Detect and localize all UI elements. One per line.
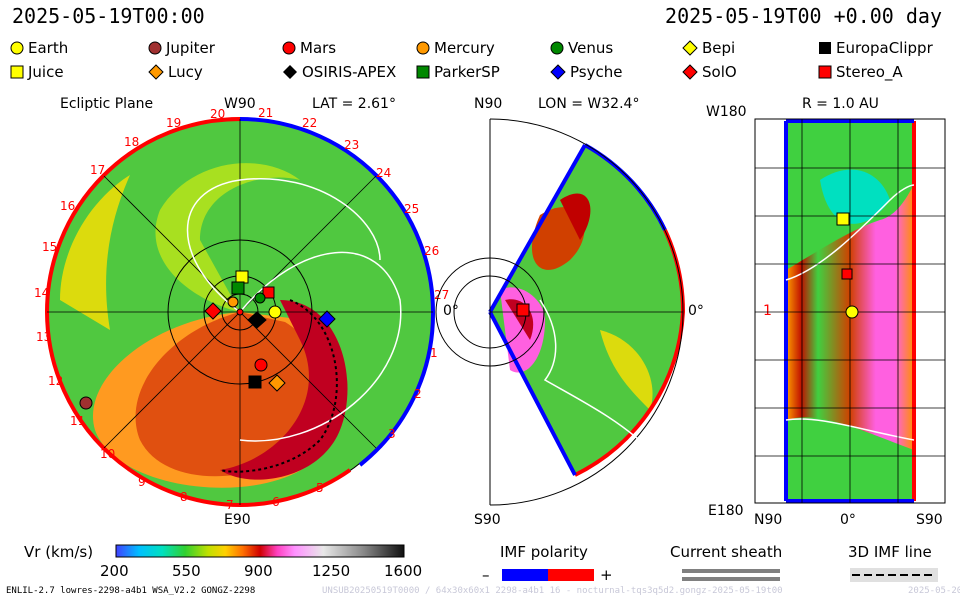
solo-marker	[204, 302, 222, 320]
colorbar-tick-900: 900	[244, 562, 273, 580]
mercury-marker	[227, 296, 239, 308]
imf-line-label: 3D IMF line	[848, 543, 932, 561]
panel3-s90-label: S90	[916, 512, 943, 528]
parkersp-marker	[231, 281, 245, 295]
svg-text:22: 22	[302, 116, 317, 130]
legend-parkersp: ParkerSP	[416, 62, 500, 82]
stereo-a-marker-meridional	[516, 303, 530, 317]
svg-text:11: 11	[70, 414, 85, 428]
osiris-apex-marker	[247, 311, 267, 329]
panel3-1-label: 1	[763, 303, 772, 319]
svg-text:13: 13	[36, 330, 51, 344]
svg-text:12: 12	[48, 374, 63, 388]
colorbar-tick-200: 200	[100, 562, 129, 580]
colorbar-tick-550: 550	[172, 562, 201, 580]
svg-text:6: 6	[272, 495, 280, 509]
imf-minus-label: –	[482, 566, 490, 584]
spacecraft-legend: Earth Jupiter Mars Mercury Venus Bepi Eu…	[10, 38, 950, 84]
lon-label: LON = W32.4°	[538, 96, 640, 112]
panel2-0deg-label: 0°	[688, 303, 704, 319]
svg-text:27: 27	[434, 288, 449, 302]
svg-text:17: 17	[90, 163, 105, 177]
carrington-ticks: 20 21 22 23 24 25 26 27 1 2 3 5 6 7 8 9 …	[34, 106, 449, 512]
legend-solo: SolO	[682, 62, 737, 82]
panel1-e90-label: E90	[224, 512, 251, 528]
stereo-a-marker-map	[841, 268, 853, 280]
jupiter-marker	[79, 396, 93, 410]
velocity-colorbar	[115, 544, 405, 558]
current-sheath-label: Current sheath	[670, 543, 783, 561]
svg-text:25: 25	[404, 202, 419, 216]
europa-clipper-marker	[248, 375, 262, 389]
model-info: ENLIL-2.7 lowres-2298-a4b1 WSA_V2.2 GONG…	[6, 586, 256, 596]
svg-text:23: 23	[344, 138, 359, 152]
svg-text:21: 21	[258, 106, 273, 120]
colorbar-label: Vr (km/s)	[24, 543, 94, 561]
legend-juice: Juice	[10, 62, 64, 82]
svg-text:8: 8	[180, 490, 188, 504]
run-id: UNSUB20250519T0000 / 64x30x60x1 2298-a4b…	[322, 586, 783, 596]
panel1-0deg-label: 0°	[443, 303, 459, 319]
svg-text:20: 20	[210, 107, 225, 121]
imf-polarity-label: IMF polarity	[500, 543, 588, 561]
legend-venus: Venus	[550, 38, 613, 58]
svg-text:16: 16	[60, 199, 75, 213]
svg-text:2: 2	[414, 387, 422, 401]
svg-text:1: 1	[430, 346, 438, 360]
legend-mars: Mars	[282, 38, 336, 58]
colorbar-tick-1250: 1250	[312, 562, 351, 580]
date-right: 2025-05-19T00 +0.00 day	[665, 4, 942, 28]
legend-jupiter: Jupiter	[148, 38, 215, 58]
juice-marker	[235, 270, 249, 284]
legend-earth: Earth	[10, 38, 68, 58]
legend-lucy: Lucy	[148, 62, 203, 82]
panel3-e180-label: E180	[708, 503, 744, 519]
ecliptic-plane-title: Ecliptic Plane	[60, 96, 154, 112]
panel1-w90-label: W90	[224, 96, 256, 112]
panel3-w180-label: W180	[706, 104, 747, 120]
legend-psyche: Psyche	[550, 62, 622, 82]
legend-stereo-a: Stereo_A	[818, 62, 903, 82]
svg-text:7: 7	[226, 498, 234, 512]
legend-osiris-apex: OSIRIS-APEX	[282, 62, 396, 82]
current-sheath-line-2	[682, 577, 780, 581]
longitude-latitude-panel	[754, 118, 946, 504]
date-left: 2025-05-19T00:00	[12, 4, 205, 28]
legend-mercury: Mercury	[416, 38, 495, 58]
imf-plus-label: +	[600, 566, 613, 584]
panel2-n90-label: N90	[474, 96, 503, 112]
r-label: R = 1.0 AU	[802, 96, 879, 112]
svg-text:10: 10	[100, 447, 115, 461]
svg-text:26: 26	[424, 244, 439, 258]
psyche-marker	[318, 310, 336, 328]
lucy-marker	[268, 374, 286, 392]
svg-text:9: 9	[138, 475, 146, 489]
colorbar-tick-1600: 1600	[384, 562, 423, 580]
venus-marker	[254, 292, 266, 304]
earth-marker	[268, 305, 282, 319]
legend-europaclipper: EuropaClippr	[818, 38, 933, 58]
svg-text:5: 5	[316, 481, 324, 495]
svg-text:15: 15	[42, 240, 57, 254]
meridional-plane-panel	[435, 118, 686, 506]
panel3-0deg-label: 0°	[840, 512, 856, 528]
date-stamp: 2025-05-20	[908, 586, 960, 596]
svg-text:18: 18	[124, 135, 139, 149]
juice-marker-map	[836, 212, 850, 226]
imf-positive-swatch	[548, 569, 594, 581]
svg-text:3: 3	[388, 427, 396, 441]
stereo-a-marker	[262, 286, 275, 299]
svg-text:14: 14	[34, 286, 49, 300]
svg-text:19: 19	[166, 116, 181, 130]
lat-label: LAT = 2.61°	[312, 96, 396, 112]
imf-negative-swatch	[502, 569, 548, 581]
current-sheath-line-1	[682, 569, 780, 573]
legend-bepi: Bepi	[682, 38, 735, 58]
earth-marker-map	[845, 305, 859, 319]
mars-marker	[254, 358, 268, 372]
panel2-s90-label: S90	[474, 512, 501, 528]
panel3-n90-label: N90	[754, 512, 783, 528]
svg-text:24: 24	[376, 166, 391, 180]
